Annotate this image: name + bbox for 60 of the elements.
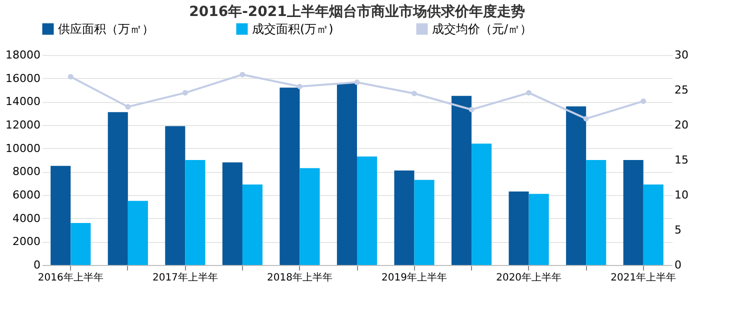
chart-title: 2016年-2021上半年烟台市商业市场供求价年度走势 <box>189 3 525 20</box>
x-tick-label: 2020年上半年 <box>496 272 562 284</box>
bar <box>185 160 206 265</box>
y2-tick-label: 20 <box>674 118 688 132</box>
point <box>240 72 246 78</box>
y2-tick-label: 25 <box>674 84 688 96</box>
y2-tick-label: 5 <box>674 224 682 236</box>
legend-label: 供应面积（万㎡） <box>58 22 154 36</box>
x-tick-label: 2019年上半年 <box>382 272 447 284</box>
bar <box>452 96 472 265</box>
bar <box>643 184 664 265</box>
x-tick-label: 2021年上半年 <box>610 272 676 284</box>
bar <box>623 160 644 265</box>
y-tick-label: 4000 <box>12 212 40 225</box>
bar <box>300 168 320 265</box>
point <box>68 74 74 80</box>
y2-tick-label: 30 <box>674 48 688 62</box>
x-tick-label: 2018年上半年 <box>267 272 332 284</box>
point <box>640 98 646 104</box>
point <box>526 90 532 96</box>
point <box>182 90 188 96</box>
y-tick-label: 16000 <box>6 72 40 85</box>
y2-tick-label: 10 <box>674 188 688 202</box>
y-tick-label: 12000 <box>6 118 40 132</box>
y-tick-label: 6000 <box>12 188 40 202</box>
bar <box>566 106 586 265</box>
bar <box>414 180 434 265</box>
point <box>125 104 131 110</box>
bar <box>472 144 492 265</box>
x-tick-label: 2017年上半年 <box>152 272 218 284</box>
bar <box>70 223 91 265</box>
bar <box>165 126 186 265</box>
bar <box>586 160 606 265</box>
point <box>354 80 360 86</box>
point <box>412 90 418 96</box>
y2-tick-label: 15 <box>674 154 688 166</box>
bar <box>357 156 378 265</box>
bar <box>108 112 128 265</box>
y-tick-label: 2000 <box>12 235 40 248</box>
point <box>583 116 589 122</box>
bar <box>528 194 549 265</box>
y-tick-label: 8000 <box>12 165 40 178</box>
y-tick-label: 18000 <box>6 48 40 62</box>
bar <box>128 200 148 265</box>
bar <box>280 88 300 265</box>
y-tick-label: 10000 <box>6 142 40 155</box>
bar <box>222 162 242 265</box>
point <box>296 84 302 90</box>
point <box>468 106 474 112</box>
legend-label: 成交均价（元/㎡） <box>432 22 532 36</box>
bar <box>242 184 262 265</box>
bar <box>508 192 529 265</box>
bar <box>336 83 357 265</box>
y-tick-label: 14000 <box>6 95 40 108</box>
bar <box>394 170 414 265</box>
bar <box>50 166 71 265</box>
legend-label: 成交面积(万㎡) <box>252 22 334 36</box>
y2-tick-label: 0 <box>674 258 682 272</box>
y-tick-label: 0 <box>34 258 40 272</box>
x-tick-label: 2016年上半年 <box>38 272 104 284</box>
